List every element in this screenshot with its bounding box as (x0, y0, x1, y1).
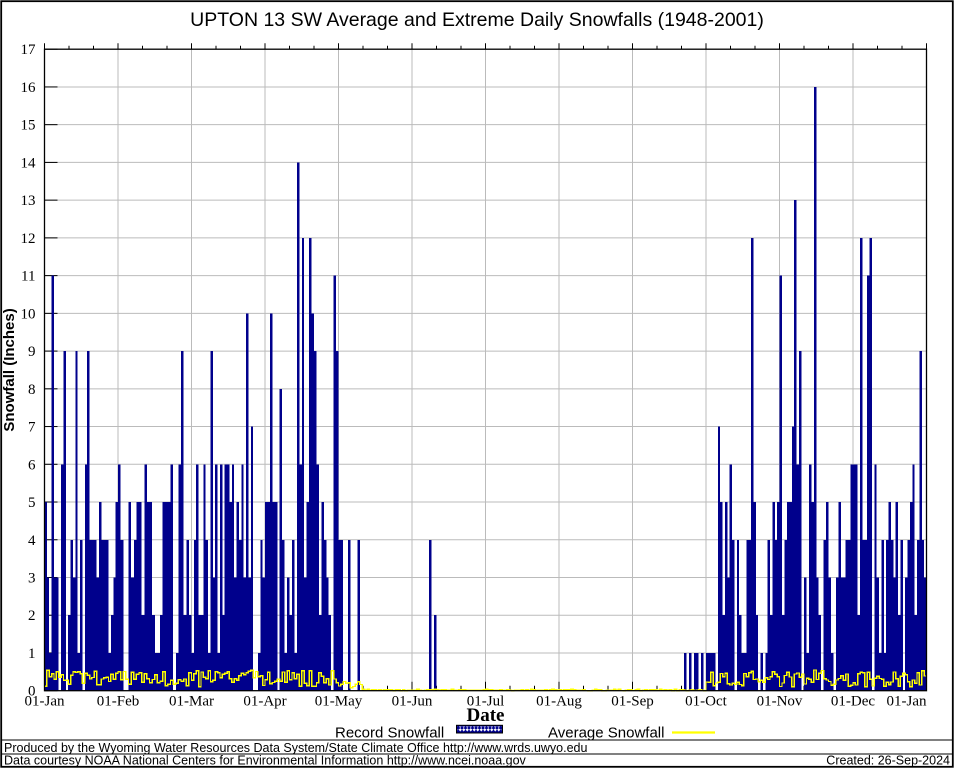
svg-text:01-Oct: 01-Oct (685, 694, 727, 710)
svg-text:Created: 26-Sep-2024: Created: 26-Sep-2024 (826, 754, 950, 768)
svg-text:12: 12 (21, 231, 36, 247)
svg-text:Data courtesy NOAA National Ce: Data courtesy NOAA National Centers for … (4, 754, 527, 768)
svg-text:01-Nov: 01-Nov (757, 694, 803, 710)
svg-text:Average Snowfall: Average Snowfall (548, 725, 664, 742)
svg-text:01-Feb: 01-Feb (97, 694, 140, 710)
svg-text:Snowfall (Inches): Snowfall (Inches) (1, 308, 18, 431)
svg-text:11: 11 (21, 269, 35, 285)
svg-text:01-Jan: 01-Jan (887, 694, 927, 710)
svg-text:01-Apr: 01-Apr (243, 694, 286, 710)
svg-text:8: 8 (28, 382, 36, 398)
svg-text:01-Jan: 01-Jan (25, 694, 65, 710)
svg-text:01-Dec: 01-Dec (831, 694, 875, 710)
svg-text:15: 15 (21, 118, 36, 134)
svg-text:2: 2 (28, 608, 36, 624)
svg-text:Date: Date (467, 705, 505, 726)
svg-text:7: 7 (28, 420, 36, 436)
svg-text:1: 1 (28, 646, 36, 662)
svg-text:16: 16 (21, 80, 37, 96)
svg-text:3: 3 (28, 570, 36, 586)
svg-text:01-May: 01-May (315, 694, 363, 710)
svg-text:01-Jun: 01-Jun (392, 694, 433, 710)
svg-text:4: 4 (28, 533, 36, 549)
svg-text:10: 10 (21, 306, 36, 322)
svg-text:01-Sep: 01-Sep (611, 694, 654, 710)
svg-text:Record Snowfall: Record Snowfall (335, 725, 444, 742)
svg-text:9: 9 (28, 344, 36, 360)
svg-text:6: 6 (28, 457, 36, 473)
svg-text:01-Aug: 01-Aug (536, 694, 582, 710)
svg-text:01-Mar: 01-Mar (169, 694, 214, 710)
svg-text:14: 14 (21, 155, 37, 171)
svg-text:17: 17 (21, 42, 37, 58)
svg-text:5: 5 (28, 495, 36, 511)
svg-text:UPTON 13 SW Average and Extrem: UPTON 13 SW Average and Extreme Daily Sn… (190, 9, 764, 31)
svg-text:13: 13 (21, 193, 36, 209)
